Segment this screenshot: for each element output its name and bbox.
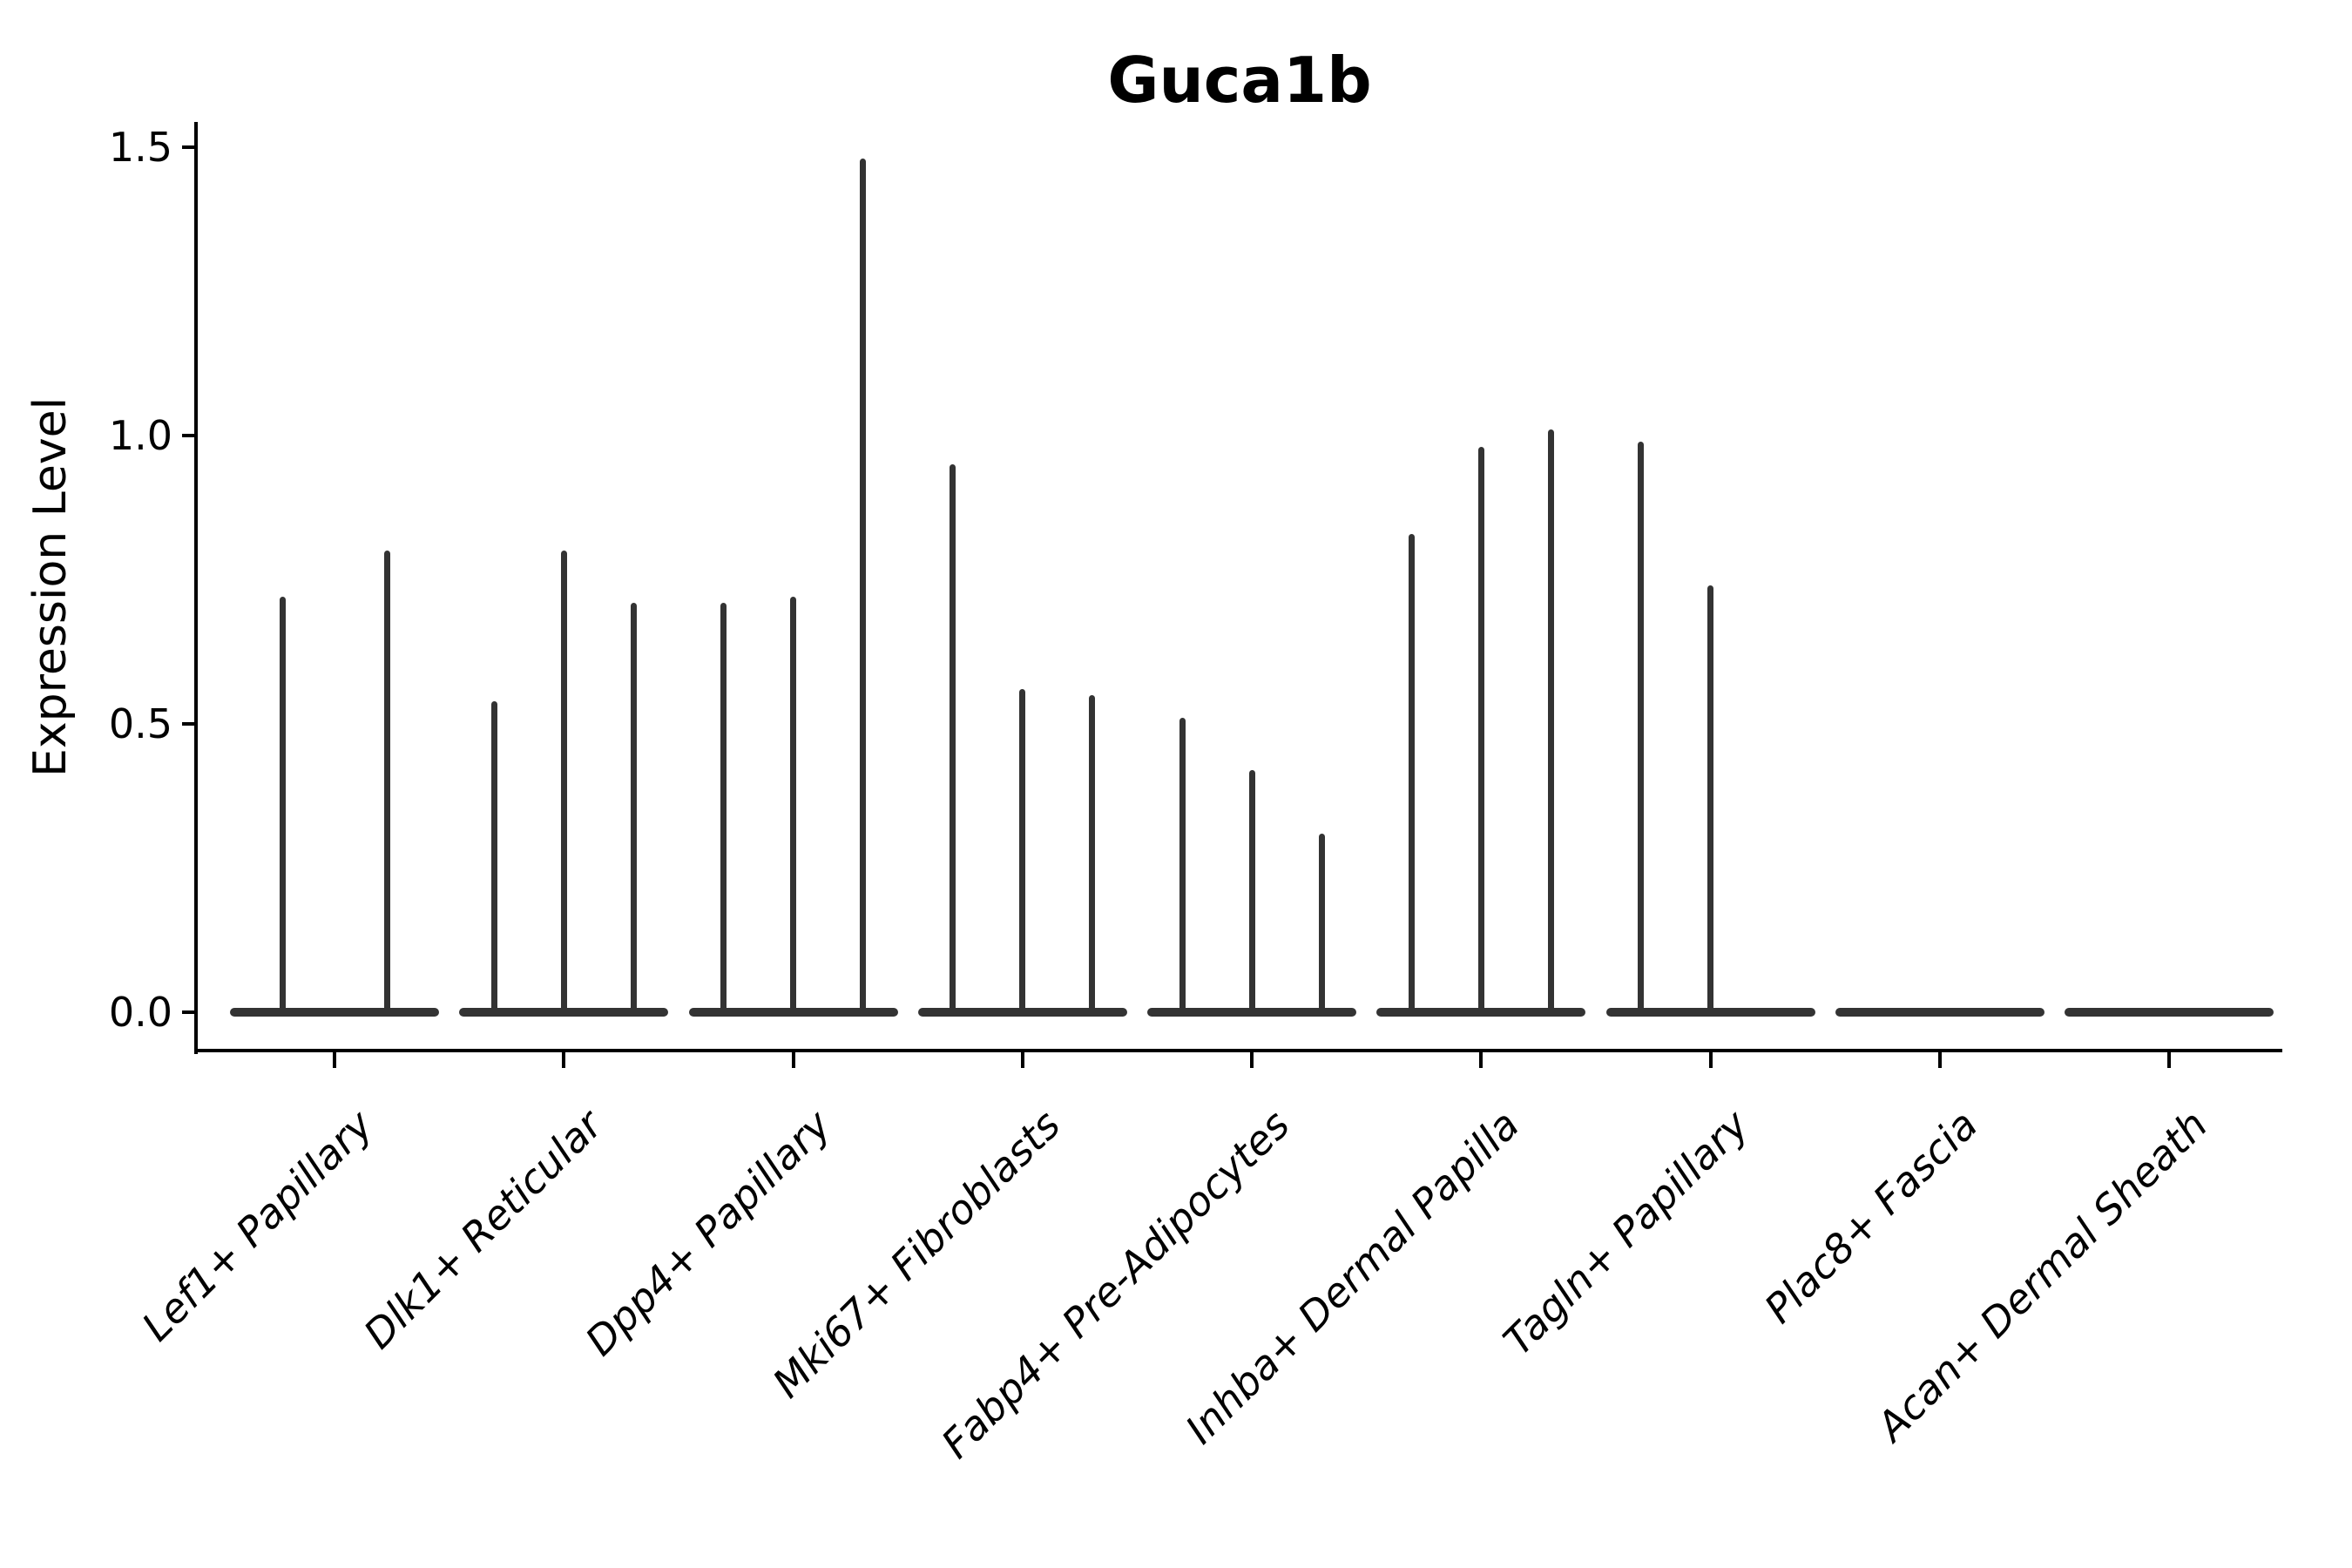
y-tick-label: 0.5 [108,700,172,747]
x-tick-label: Tagln+ Papillary [1494,1100,1758,1365]
x-tick-label: Dpp4+ Papillary [576,1100,841,1365]
x-tick [791,1052,795,1068]
violin-spike [1019,689,1026,1014]
violin-spike [490,700,497,1014]
violin-spike [1408,533,1415,1014]
violin-spike [720,602,727,1014]
x-tick [333,1052,336,1068]
y-axis-label: Expression Level [24,396,77,778]
violin-baseline [2065,1008,2274,1017]
violin-spike [1318,833,1325,1014]
violin-spike [950,464,956,1014]
x-tick-label: Lef1+ Papillary [132,1100,382,1350]
x-tick [2167,1052,2171,1068]
y-tick [182,722,194,726]
violin-spike [1179,718,1186,1014]
violin-spike [1707,585,1713,1014]
violin-spike [1547,429,1554,1014]
violin-spike [383,551,390,1014]
violin-spike [1477,447,1484,1014]
violin-spike [630,602,637,1014]
violin-spike [560,551,567,1014]
y-tick-label: 1.0 [108,412,172,459]
violin-spike [860,159,866,1014]
violin-spike [279,597,286,1014]
violin-spike [790,597,796,1014]
y-tick [182,145,194,149]
y-tick-label: 1.5 [108,124,172,171]
x-tick [1708,1052,1713,1068]
violin-spike [1089,694,1096,1014]
y-tick [182,1010,194,1014]
x-tick [1937,1052,1942,1068]
x-tick [562,1052,566,1068]
violin-baseline [230,1008,439,1017]
violin-spike [1248,769,1255,1014]
y-axis-spine [194,122,198,1054]
x-tick [1250,1052,1254,1068]
y-tick [182,434,194,437]
x-axis-spine [194,1049,2282,1052]
chart-title: Guca1b [1107,44,1372,117]
x-tick [1479,1052,1484,1068]
violin-baseline [1835,1008,2044,1017]
x-tick-label: Dlk1+ Reticular [354,1100,612,1358]
violin-spike [1638,441,1644,1014]
y-tick-label: 0.0 [108,989,172,1036]
x-tick-label: Plac8+ Fascia [1755,1100,1987,1333]
x-tick [1020,1052,1024,1068]
